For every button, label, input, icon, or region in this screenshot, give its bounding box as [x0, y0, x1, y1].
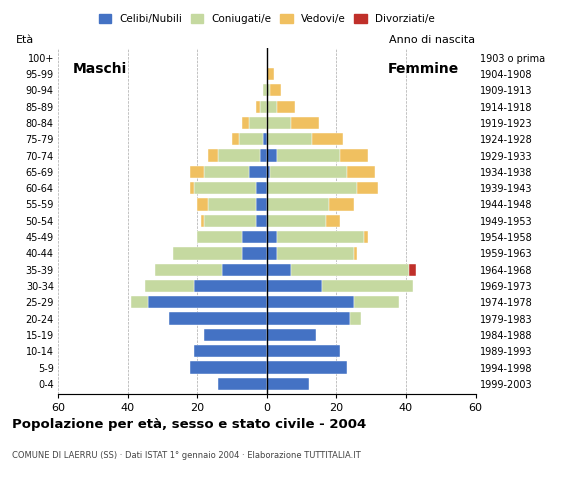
Bar: [190, 166, 204, 178]
Bar: [267, 329, 316, 341]
Bar: [267, 215, 326, 227]
Bar: [242, 247, 267, 260]
Text: COMUNE DI LAERRU (SS) · Dati ISTAT 1° gennaio 2004 · Elaborazione TUTTITALIA.IT: COMUNE DI LAERRU (SS) · Dati ISTAT 1° ge…: [12, 451, 360, 460]
Bar: [194, 182, 256, 194]
Bar: [204, 166, 249, 178]
Bar: [145, 280, 194, 292]
Bar: [312, 133, 343, 145]
Bar: [190, 182, 194, 194]
Bar: [267, 182, 357, 194]
Bar: [232, 133, 239, 145]
Bar: [256, 182, 267, 194]
Bar: [256, 101, 260, 113]
Bar: [208, 149, 218, 162]
Bar: [260, 149, 267, 162]
Bar: [267, 345, 340, 357]
Bar: [277, 231, 364, 243]
Legend: Celibi/Nubili, Coniugati/e, Vedovi/e, Divorziati/e: Celibi/Nubili, Coniugati/e, Vedovi/e, Di…: [95, 10, 439, 29]
Bar: [277, 247, 354, 260]
Bar: [267, 312, 350, 325]
Bar: [291, 117, 319, 129]
Bar: [267, 117, 291, 129]
Bar: [291, 264, 409, 276]
Bar: [270, 166, 347, 178]
Bar: [260, 101, 267, 113]
Bar: [263, 133, 267, 145]
Bar: [326, 215, 340, 227]
Bar: [267, 166, 270, 178]
Bar: [194, 345, 267, 357]
Bar: [357, 182, 378, 194]
Bar: [242, 231, 267, 243]
Bar: [267, 149, 277, 162]
Text: Maschi: Maschi: [72, 62, 127, 76]
Bar: [256, 198, 267, 211]
Bar: [270, 84, 281, 96]
Bar: [155, 264, 222, 276]
Bar: [218, 149, 260, 162]
Bar: [208, 198, 256, 211]
Bar: [249, 166, 267, 178]
Bar: [201, 215, 204, 227]
Bar: [267, 198, 329, 211]
Bar: [204, 215, 256, 227]
Bar: [354, 247, 357, 260]
Bar: [222, 264, 267, 276]
Bar: [204, 329, 267, 341]
Bar: [267, 296, 354, 309]
Bar: [277, 149, 340, 162]
Bar: [267, 247, 277, 260]
Bar: [267, 361, 347, 373]
Bar: [173, 247, 242, 260]
Text: Popolazione per età, sesso e stato civile - 2004: Popolazione per età, sesso e stato civil…: [12, 418, 366, 431]
Bar: [267, 264, 291, 276]
Bar: [148, 296, 267, 309]
Bar: [277, 101, 295, 113]
Bar: [267, 101, 277, 113]
Bar: [131, 296, 148, 309]
Bar: [267, 378, 309, 390]
Bar: [409, 264, 416, 276]
Text: Femmine: Femmine: [388, 62, 459, 76]
Bar: [190, 361, 267, 373]
Bar: [169, 312, 267, 325]
Bar: [267, 68, 274, 80]
Text: Anno di nascita: Anno di nascita: [390, 35, 476, 45]
Bar: [322, 280, 413, 292]
Bar: [263, 84, 267, 96]
Bar: [267, 133, 312, 145]
Text: Età: Età: [16, 35, 34, 45]
Bar: [249, 117, 267, 129]
Bar: [340, 149, 368, 162]
Bar: [242, 117, 249, 129]
Bar: [354, 296, 399, 309]
Bar: [267, 84, 270, 96]
Bar: [197, 231, 242, 243]
Bar: [239, 133, 263, 145]
Bar: [218, 378, 267, 390]
Bar: [194, 280, 267, 292]
Bar: [197, 198, 208, 211]
Bar: [364, 231, 368, 243]
Bar: [267, 280, 322, 292]
Bar: [267, 231, 277, 243]
Bar: [347, 166, 375, 178]
Bar: [256, 215, 267, 227]
Bar: [329, 198, 354, 211]
Bar: [350, 312, 361, 325]
